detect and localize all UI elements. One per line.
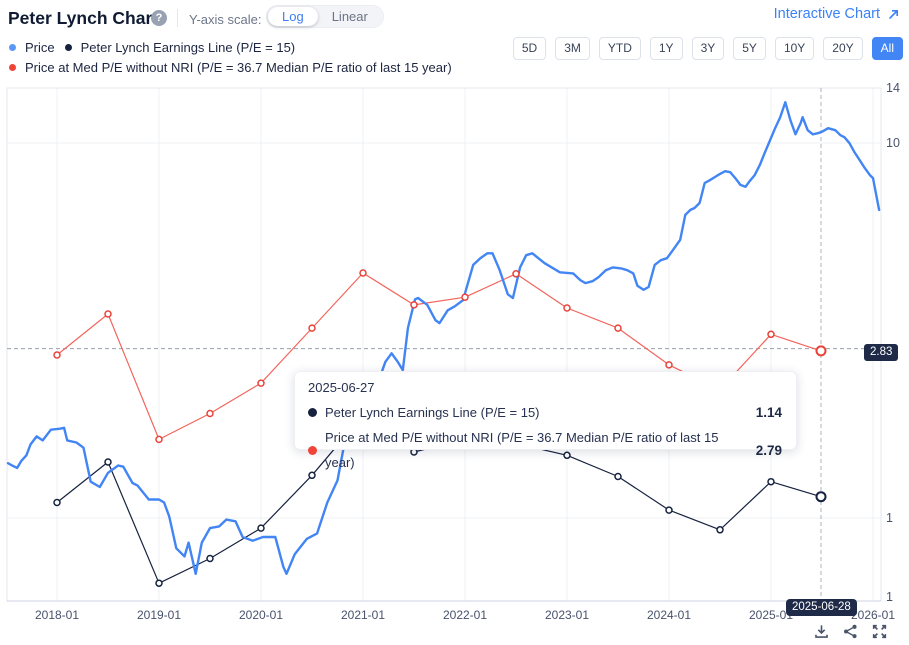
x-axis-label: 2018-01	[35, 608, 79, 622]
range-button-bar: 5D 3M YTD 1Y 3Y 5Y 10Y 20Y All	[512, 37, 903, 60]
scale-option-log[interactable]: Log	[268, 7, 318, 26]
earnings-marker	[716, 526, 724, 534]
price-legend-dot-icon	[9, 44, 16, 51]
legend-row-2: Price at Med P/E without NRI (P/E = 36.7…	[9, 60, 452, 75]
med-pe-marker	[206, 409, 214, 418]
med-pe-legend-dot-icon	[9, 64, 16, 71]
y-axis-label: 10	[886, 136, 900, 150]
range-button-3y[interactable]: 3Y	[691, 37, 725, 60]
page-title: Peter Lynch Chart	[8, 8, 159, 28]
legend-label: Price	[25, 40, 55, 55]
earnings-marker	[308, 471, 316, 480]
x-axis-label: 2025-01	[749, 608, 793, 622]
range-button-10y[interactable]: 10Y	[774, 37, 815, 60]
download-icon[interactable]	[813, 623, 830, 640]
range-button-all[interactable]: All	[871, 37, 903, 60]
x-axis-label: 2020-01	[239, 608, 283, 622]
earnings-line-legend-dot-icon	[64, 44, 72, 51]
med-pe-marker	[665, 361, 673, 369]
y-axis-label: 1	[886, 511, 893, 525]
y-crosshair-badge: 2.83	[864, 344, 899, 361]
range-button-1y[interactable]: 1Y	[649, 37, 683, 60]
med-pe-marker	[359, 269, 367, 277]
med-pe-marker	[104, 310, 112, 318]
share-icon[interactable]	[842, 623, 859, 640]
earnings-marker	[104, 458, 112, 466]
med-pe-marker	[155, 435, 163, 444]
med-pe-marker	[53, 351, 61, 359]
med-pe-marker	[257, 379, 265, 387]
x-axis-label: 2023-01	[545, 608, 589, 622]
interactive-chart-link[interactable]: Interactive Chart	[774, 6, 900, 22]
earnings-marker	[665, 506, 673, 514]
tooltip-date: 2025-06-27	[308, 380, 375, 395]
legend-row-1: Price Peter Lynch Earnings Line (P/E = 1…	[9, 40, 295, 55]
y-axis-label: 14	[886, 81, 900, 95]
tooltip-value: 1.14	[755, 405, 782, 420]
med-pe-marker	[461, 293, 469, 301]
y-axis-scale-toggle: Log Linear	[266, 5, 384, 28]
plot-border	[6, 87, 882, 602]
scale-option-linear[interactable]: Linear	[331, 9, 368, 24]
external-link-arrow-icon	[888, 9, 898, 19]
earnings-marker	[53, 498, 61, 507]
earnings-marker	[155, 579, 163, 587]
tooltip-value: 2.79	[755, 442, 782, 458]
help-icon[interactable]: ?	[151, 10, 167, 26]
range-button-ytd[interactable]: YTD	[598, 37, 641, 60]
y-axis-scale-label: Y-axis scale:	[189, 12, 262, 27]
med-pe-marker	[410, 301, 418, 309]
med-pe-marker	[308, 324, 316, 332]
price-line	[6, 101, 881, 575]
x-axis-label: 2022-01	[443, 608, 487, 622]
tooltip-label: Peter Lynch Earnings Line (P/E = 15)	[325, 405, 540, 420]
chart-action-bar	[813, 623, 888, 640]
x-axis-label: 2021-01	[341, 608, 385, 622]
tooltip-row-earnings: Peter Lynch Earnings Line (P/E = 15) 1.1…	[308, 400, 782, 425]
earnings-marker	[563, 451, 571, 460]
med-pe-highlight-marker	[815, 345, 827, 357]
fullscreen-icon[interactable]	[871, 623, 888, 640]
y-axis-label: 1	[886, 590, 893, 604]
earnings-line-dot-icon	[308, 408, 317, 417]
med-pe-marker	[767, 330, 775, 339]
x-axis-label: 2019-01	[137, 608, 181, 622]
range-button-5d[interactable]: 5D	[512, 37, 547, 60]
legend-item-earnings-line[interactable]: Peter Lynch Earnings Line (P/E = 15)	[64, 40, 296, 55]
x-axis-label: 2026-01	[851, 608, 895, 622]
earnings-marker	[767, 477, 775, 486]
earnings-marker	[614, 472, 622, 481]
med-pe-marker	[614, 324, 622, 332]
med-pe-marker	[563, 304, 571, 312]
range-button-20y[interactable]: 20Y	[823, 37, 863, 60]
range-button-3m[interactable]: 3M	[555, 37, 590, 60]
legend-label: Price at Med P/E without NRI (P/E = 36.7…	[25, 60, 452, 75]
x-crosshair-badge: 2025-06-28	[786, 599, 857, 616]
legend-item-med-pe[interactable]: Price at Med P/E without NRI (P/E = 36.7…	[9, 60, 452, 75]
earnings-marker	[206, 554, 214, 563]
chart-tooltip: 2025-06-27 Peter Lynch Earnings Line (P/…	[294, 371, 797, 470]
legend-label: Peter Lynch Earnings Line (P/E = 15)	[80, 40, 296, 55]
header-divider	[177, 9, 178, 27]
earnings-marker	[257, 524, 265, 532]
interactive-chart-label: Interactive Chart	[773, 6, 880, 22]
tooltip-label: Price at Med P/E without NRI (P/E = 36.7…	[325, 430, 719, 470]
earnings-highlight-marker	[815, 491, 827, 503]
med-pe-marker	[512, 270, 520, 278]
med-pe-dot-icon	[308, 445, 317, 455]
legend-item-price[interactable]: Price	[9, 40, 55, 55]
tooltip-row-med-pe: Price at Med P/E without NRI (P/E = 36.7…	[308, 425, 782, 475]
range-button-5y[interactable]: 5Y	[733, 37, 766, 60]
x-axis-label: 2024-01	[647, 608, 691, 622]
